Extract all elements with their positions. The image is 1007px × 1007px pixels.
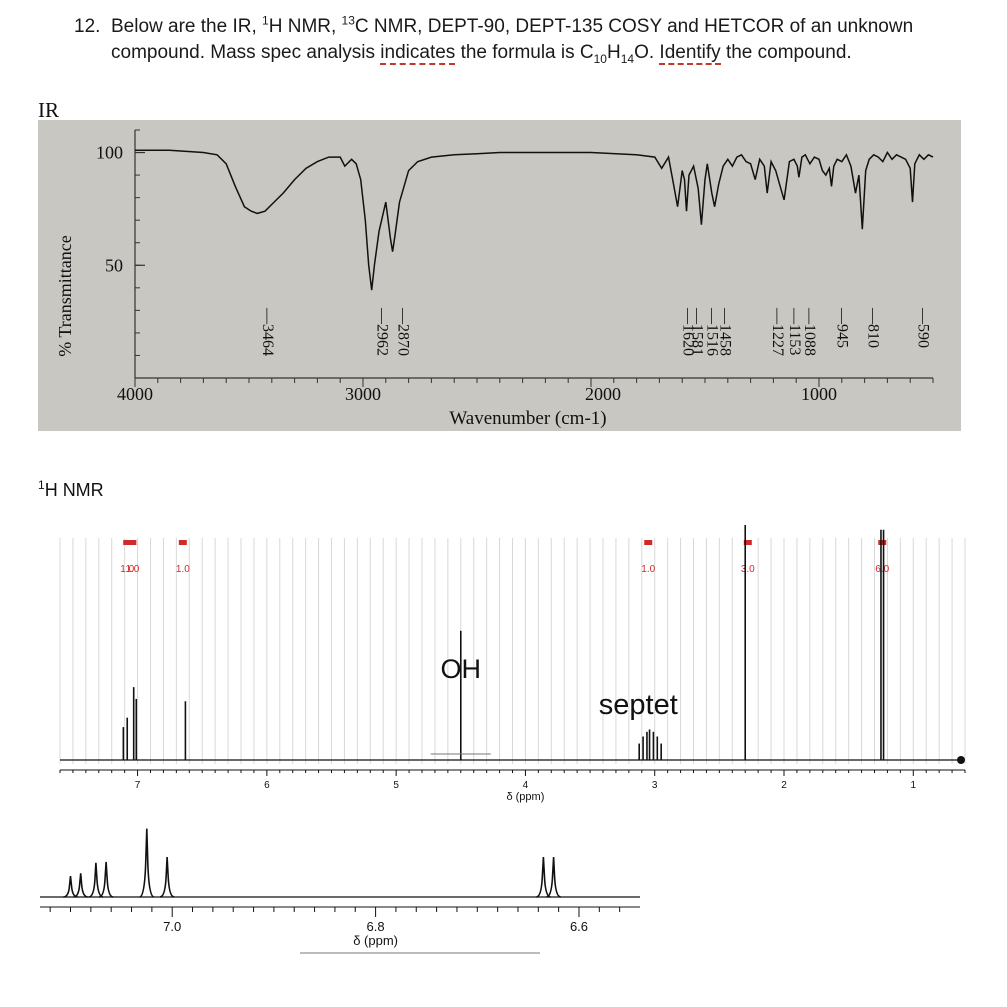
expansion-x-tick-label: 6.6 [570, 919, 588, 934]
nmr-integration-mark [644, 540, 653, 545]
nmr-integration-label: 6.0 [875, 564, 889, 575]
ir-peak-label: —1516 [703, 307, 720, 356]
spellcheck-word: indicates [380, 42, 456, 65]
ir-spectrum-panel: % Transmittance Wavenumber (cm-1) 4000 30… [38, 120, 961, 431]
ir-peak-label: —2962 [374, 307, 391, 356]
ir-x-axis-label: Wavenumber (cm-1) [449, 408, 606, 429]
nmr-integration-mark [178, 540, 187, 545]
nmr-integration-label: 1.0 [120, 564, 134, 575]
ir-series-line [135, 149, 934, 291]
ir-peak-label: —1581 [689, 307, 706, 356]
ir-peak-label: —590 [915, 307, 932, 348]
nmr-baseline-marker [957, 756, 965, 764]
ir-peak-label: —810 [864, 307, 881, 348]
expansion-peak [159, 857, 175, 898]
ir-peak-label: —1458 [717, 307, 734, 356]
nmr-integration-label: 3.0 [741, 564, 755, 575]
spellcheck-word: Identify [659, 42, 721, 65]
question-number: 12. [74, 16, 101, 37]
expansion-x-tick-label: 7.0 [163, 919, 181, 934]
nmr-section-label: 1H NMR [38, 478, 104, 500]
nmr-x-tick-label: 5 [393, 780, 399, 791]
expansion-peak [139, 828, 155, 898]
ir-x-tick-label: 3000 [345, 384, 381, 404]
expansion-peak [73, 873, 88, 898]
oh-annotation: OH [441, 654, 482, 684]
nmr-integration-label: 1.0 [641, 564, 655, 575]
ir-peak-label: —1227 [769, 307, 786, 356]
ir-y-axis-label: % Transmittance [55, 235, 75, 357]
nmr-x-tick-label: 7 [135, 780, 141, 791]
nmr-integration-label: 1.0 [176, 564, 190, 575]
question-line-2: compound. Mass spec analysis indicates t… [111, 42, 852, 66]
nmr-x-tick-label: 6 [264, 780, 270, 791]
ir-spectrum-chart: % Transmittance Wavenumber (cm-1) 4000 30… [55, 129, 934, 429]
nmr-integration-label: 1.0 [125, 564, 139, 575]
ir-y-tick-label: 50 [105, 255, 123, 275]
ir-y-tick-label: 100 [96, 143, 123, 163]
expansion-peak [98, 861, 114, 898]
expansion-peak [63, 876, 78, 898]
ir-peak-label: —2870 [395, 307, 412, 356]
ir-x-tick-label: 4000 [117, 384, 153, 404]
ir-peak-label: —1620 [680, 307, 697, 356]
expansion-x-tick-label: 6.8 [367, 919, 385, 934]
septet-annotation: septet [599, 689, 678, 721]
ir-x-tick-label: 1000 [801, 384, 837, 404]
expansion-peak [536, 857, 551, 898]
ir-peak-label: —1153 [786, 307, 803, 355]
nmr-x-tick-label: 1 [911, 780, 917, 791]
ir-peak-label: —945 [834, 307, 851, 348]
ir-peak-label: —1088 [801, 307, 818, 356]
ir-x-tick-label: 2000 [585, 384, 621, 404]
nmr-x-tick-label: 3 [652, 780, 658, 791]
expansion-peak [546, 857, 561, 898]
expansion-peak [88, 862, 104, 898]
nmr-integration-mark [123, 540, 132, 545]
expansion-x-axis-label: δ (ppm) [353, 933, 398, 948]
h-nmr-chart: 1.01.0 1.0 1.0 3.0 6.0 7 6 5 4 3 2 1δ (ppm) OHsept… [40, 525, 966, 954]
nmr-integration-mark [128, 540, 137, 545]
question-line-1: Below are the IR, 1H NMR, 13C NMR, DEPT-… [111, 13, 914, 37]
nmr-integration-mark [878, 540, 887, 545]
ir-section-label: IR [38, 98, 59, 122]
nmr-integration-mark [743, 540, 752, 545]
nmr-x-tick-label: 4 [523, 780, 529, 791]
nmr-x-axis-label: δ (ppm) [506, 791, 544, 803]
ir-peak-label: —3464 [259, 307, 276, 356]
nmr-x-tick-label: 2 [781, 780, 787, 791]
